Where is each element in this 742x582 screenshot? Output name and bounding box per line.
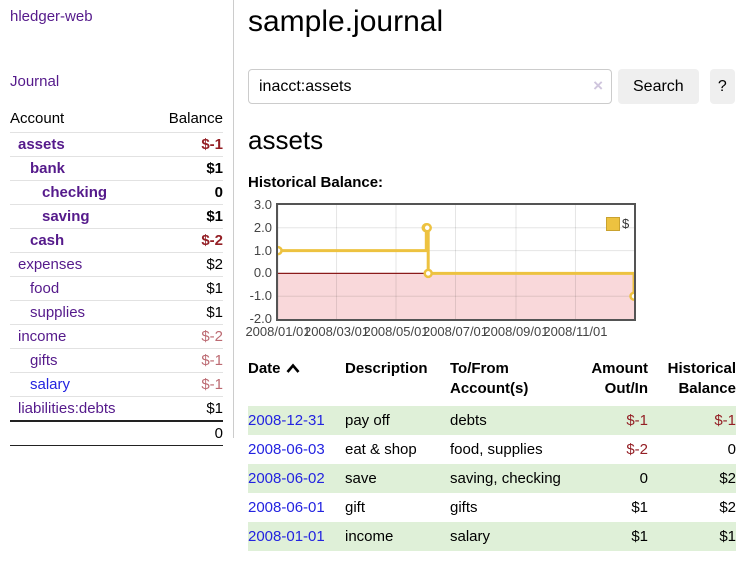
date-column-header[interactable]: Date bbox=[248, 359, 345, 406]
account-balance: $1 bbox=[150, 204, 223, 229]
account-balance: $2 bbox=[150, 252, 223, 277]
legend-label: $ bbox=[622, 216, 630, 231]
search-button[interactable]: Search bbox=[618, 69, 699, 104]
x-tick-label: 2008/05/01 bbox=[363, 324, 429, 339]
transaction-accounts: gifts bbox=[450, 499, 478, 516]
transaction-amount: $-1 bbox=[626, 412, 648, 429]
balance-column-header: Balance bbox=[168, 110, 223, 127]
balance-chart-svg[interactable] bbox=[276, 203, 636, 321]
transaction-description: pay off bbox=[345, 412, 390, 429]
transaction-amount: $1 bbox=[631, 499, 648, 516]
sidebar-account-assets[interactable]: assets bbox=[18, 136, 65, 153]
y-tick-label: -2.0 bbox=[249, 311, 272, 326]
sidebar-account-liabilities-debts[interactable]: liabilities:debts bbox=[18, 400, 116, 417]
balance-column-header: Historical Balance bbox=[667, 360, 736, 397]
sidebar-divider bbox=[233, 0, 234, 438]
account-balance: $-1 bbox=[150, 132, 223, 157]
sidebar-account-food[interactable]: food bbox=[30, 280, 60, 297]
sidebar: hledger-web Journal Account Balance asse… bbox=[0, 0, 233, 446]
y-tick-label: 2.0 bbox=[253, 219, 272, 235]
transaction-balance: $1 bbox=[719, 528, 736, 545]
sidebar-account-bank[interactable]: bank bbox=[30, 160, 66, 177]
transaction-amount: $1 bbox=[631, 528, 648, 545]
transaction-date-link[interactable]: 2008-06-01 bbox=[248, 499, 325, 516]
main-content: sample.journal × Search ? assets Histori… bbox=[234, 0, 742, 551]
register-row: 2008-06-02 save saving, checking 0 $2 bbox=[248, 464, 736, 493]
account-balance: $1 bbox=[150, 276, 223, 301]
transaction-accounts: saving, checking bbox=[450, 470, 561, 487]
search-form: × Search ? bbox=[248, 69, 735, 104]
register-row: 2008-06-03 eat & shop food, supplies $-2… bbox=[248, 435, 736, 464]
sidebar-account-expenses[interactable]: expenses bbox=[18, 256, 83, 273]
transaction-balance: 0 bbox=[727, 441, 736, 458]
sidebar-account-saving[interactable]: saving bbox=[42, 208, 90, 225]
account-balance: $1 bbox=[150, 396, 223, 421]
transaction-description: save bbox=[345, 470, 377, 487]
transaction-balance: $-1 bbox=[714, 412, 736, 429]
account-balance-table: Account Balance assets $-1 bank $1 checkin… bbox=[10, 107, 223, 446]
description-column-header: Description bbox=[345, 360, 428, 377]
transaction-accounts: food, supplies bbox=[450, 441, 543, 458]
register-row: 2008-12-31 pay off debts $-1 $-1 bbox=[248, 406, 736, 435]
transaction-balance: $2 bbox=[719, 499, 736, 516]
x-tick-label: 2008/01/01 bbox=[245, 324, 311, 339]
sort-ascending-icon bbox=[286, 363, 300, 373]
transaction-date-link[interactable]: 2008-12-31 bbox=[248, 412, 325, 429]
account-heading: assets bbox=[248, 125, 324, 155]
account-column-header: Account bbox=[10, 110, 65, 127]
amount-column-header: Amount Out/In bbox=[591, 360, 648, 397]
search-input[interactable] bbox=[248, 69, 612, 104]
register-header-row: Date Description To/From Account(s) Amou… bbox=[248, 359, 736, 406]
y-tick-label: 3.0 bbox=[253, 197, 272, 212]
register-table: Date Description To/From Account(s) Amou… bbox=[248, 359, 736, 551]
account-balance: 0 bbox=[150, 180, 223, 205]
tofrom-column-header: To/From Account(s) bbox=[450, 360, 529, 397]
register-row: 2008-06-01 gift gifts $1 $2 bbox=[248, 493, 736, 522]
transaction-date-link[interactable]: 2008-06-02 bbox=[248, 470, 325, 487]
transaction-description: income bbox=[345, 528, 394, 545]
clear-search-icon[interactable]: × bbox=[593, 76, 603, 95]
app-title-link[interactable]: hledger-web bbox=[10, 8, 93, 25]
transaction-date-link[interactable]: 2008-06-03 bbox=[248, 441, 325, 458]
chart-legend: $ bbox=[606, 216, 629, 231]
chart-title: Historical Balance: bbox=[248, 174, 384, 191]
transaction-description: eat & shop bbox=[345, 441, 417, 458]
account-balance: $1 bbox=[150, 300, 223, 325]
sidebar-account-income[interactable]: income bbox=[18, 328, 67, 345]
page-title: sample.journal bbox=[248, 5, 444, 38]
y-tick-label: 0.0 bbox=[253, 265, 272, 281]
sidebar-item-journal[interactable]: Journal bbox=[10, 73, 60, 90]
transaction-accounts: salary bbox=[450, 528, 491, 545]
transaction-date-link[interactable]: 2008-01-01 bbox=[248, 528, 325, 545]
legend-swatch-icon bbox=[606, 216, 620, 231]
sidebar-account-cash[interactable]: cash bbox=[30, 232, 65, 249]
sidebar-account-salary[interactable]: salary bbox=[30, 376, 71, 393]
historical-balance-chart: 3.0 2.0 1.0 0.0 -1.0 -2.0 $ 2008/01/01 2008/03… bbox=[245, 197, 735, 343]
account-balance: $-2 bbox=[150, 228, 223, 253]
sidebar-account-supplies[interactable]: supplies bbox=[30, 304, 86, 321]
account-balance: $-2 bbox=[150, 324, 223, 349]
transaction-accounts: debts bbox=[450, 412, 487, 429]
accounts-total: 0 bbox=[150, 420, 223, 446]
transaction-amount: $-2 bbox=[626, 441, 648, 458]
x-tick-label: 2008/09/01 bbox=[483, 324, 549, 339]
account-balance: $-1 bbox=[150, 372, 223, 397]
register-row: 2008-01-01 income salary $1 $1 bbox=[248, 522, 736, 551]
help-button[interactable]: ? bbox=[709, 69, 735, 104]
account-balance: $1 bbox=[150, 156, 223, 181]
sidebar-account-checking[interactable]: checking bbox=[42, 184, 108, 201]
x-tick-label: 2008/11/01 bbox=[543, 324, 608, 339]
y-tick-label: 1.0 bbox=[253, 242, 272, 258]
transaction-description: gift bbox=[345, 499, 366, 516]
sidebar-account-gifts[interactable]: gifts bbox=[30, 352, 58, 369]
x-tick-label: 2008/03/01 bbox=[303, 324, 370, 339]
transaction-balance: $2 bbox=[719, 470, 736, 487]
x-tick-label: 2008/07/01 bbox=[422, 324, 489, 339]
y-tick-label: -1.0 bbox=[249, 288, 272, 304]
account-balance: $-1 bbox=[150, 348, 223, 373]
chart-x-labels: 2008/01/01 2008/03/01 2008/05/01 2008/07/01… bbox=[245, 324, 735, 340]
transaction-amount: 0 bbox=[639, 470, 648, 487]
